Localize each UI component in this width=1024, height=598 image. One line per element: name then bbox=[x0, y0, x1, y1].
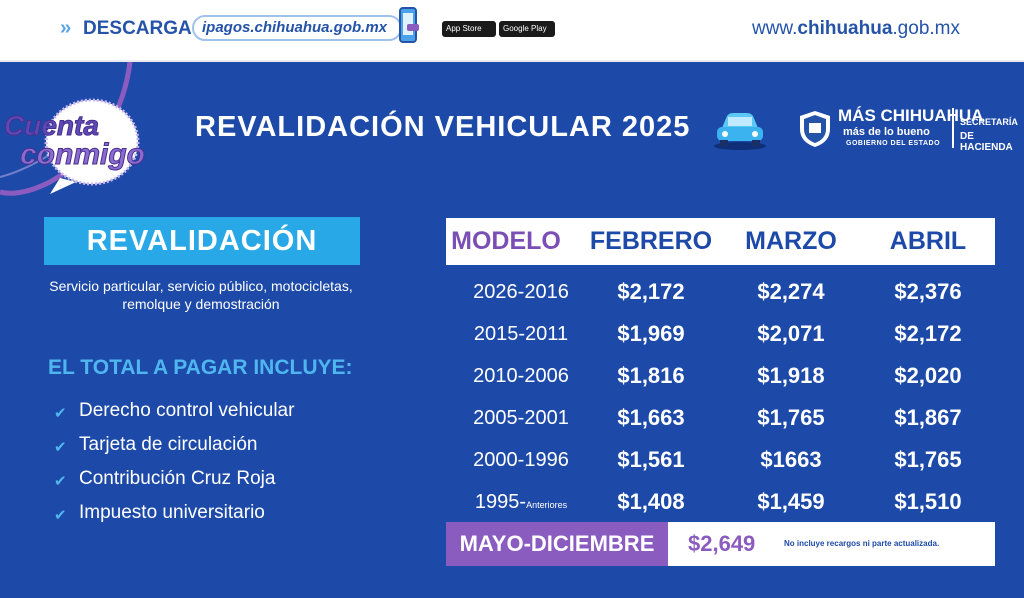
cell-abr: $1,867 bbox=[894, 405, 962, 430]
cell-abr: $1,765 bbox=[894, 447, 962, 472]
cell-model: 1995-Anteriores bbox=[446, 481, 596, 523]
brand-line-1: MÁS CHIHUAHUA bbox=[838, 106, 984, 125]
secretaria-line-1: SECRETARÍA bbox=[960, 117, 1018, 127]
cell-abr: $2,020 bbox=[894, 363, 962, 388]
logo-line-2: conmigo bbox=[20, 138, 146, 172]
logo-line-1: Cuenta bbox=[4, 110, 100, 142]
includes-title: EL TOTAL A PAGAR INCLUYE: bbox=[48, 356, 353, 379]
list-item-label: Impuesto universitario bbox=[79, 502, 265, 523]
logo-bubble bbox=[44, 98, 140, 194]
list-item-label: Tarjeta de circulación bbox=[79, 434, 258, 455]
mayo-label: MAYO-DICIEMBRE bbox=[446, 522, 668, 566]
app-store-badge[interactable]: App Store bbox=[442, 21, 496, 37]
page-title: REVALIDACIÓN VEHICULAR 2025 bbox=[195, 111, 691, 143]
car-icon bbox=[714, 113, 766, 150]
cell-model: 2010-2006 bbox=[473, 365, 569, 387]
table-row: 2026-2016 $2,172 $2,274 $2,376 bbox=[446, 271, 995, 313]
cell-feb: $1,561 bbox=[617, 447, 685, 472]
cell-mar: $1,459 bbox=[757, 489, 825, 514]
table-header: MODELO FEBRERO MARZO ABRIL bbox=[446, 218, 995, 265]
list-item-label: Derecho control vehicular bbox=[79, 400, 295, 421]
check-icon: ✔ bbox=[54, 405, 67, 422]
site-prefix: www. bbox=[751, 18, 798, 39]
top-bar: ›› DESCARGA ipagos.chihuahua.gob.mx App … bbox=[0, 0, 1024, 62]
cell-abr: $2,172 bbox=[894, 321, 962, 346]
check-icon: ✔ bbox=[54, 473, 67, 490]
cell-model: 2015-2011 bbox=[473, 323, 569, 345]
site-suffix: .gob.mx bbox=[892, 18, 960, 39]
download-url[interactable]: ipagos.chihuahua.gob.mx bbox=[192, 15, 402, 41]
cell-abr: $2,376 bbox=[894, 279, 962, 304]
double-chevron-icon: ›› bbox=[60, 17, 71, 39]
revalidacion-box: REVALIDACIÓN bbox=[44, 217, 360, 265]
site-bold: chihuahua bbox=[797, 18, 893, 39]
header-modelo: MODELO bbox=[451, 227, 561, 255]
mayo-price: $2,649 bbox=[688, 531, 756, 556]
header-abril: ABRIL bbox=[889, 227, 967, 255]
header-febrero: FEBRERO bbox=[589, 227, 713, 255]
cell-model: 2005-2001 bbox=[473, 407, 569, 429]
brand-line-3: GOBIERNO DEL ESTADO bbox=[846, 140, 941, 147]
cell-model-anteriores: Anteriores bbox=[526, 500, 568, 510]
cell-model: 2026-2016 bbox=[473, 281, 569, 303]
table-row: 1995-Anteriores $1,408 $1,459 $1,510 bbox=[446, 481, 995, 523]
cell-feb: $1,408 bbox=[617, 489, 685, 514]
cell-model: 2000-1996 bbox=[473, 449, 569, 471]
table-row: 2005-2001 $1,663 $1,765 $1,867 bbox=[446, 397, 995, 439]
secretaria-line-2: DE HACIENDA bbox=[960, 131, 1013, 153]
services-text: Servicio particular, servicio público, m… bbox=[49, 278, 353, 312]
cell-abr: $1,510 bbox=[894, 489, 962, 514]
cell-mar: $1,765 bbox=[757, 405, 825, 430]
cell-mar: $1663 bbox=[760, 447, 822, 472]
cell-feb: $1,816 bbox=[617, 363, 685, 388]
table-row: 2000-1996 $1,561 $1663 $1,765 bbox=[446, 439, 995, 481]
cell-mar: $2,071 bbox=[757, 321, 825, 346]
cell-feb: $2,172 bbox=[617, 279, 685, 304]
phone-icon bbox=[399, 7, 419, 43]
cell-feb: $1,969 bbox=[617, 321, 685, 346]
table-row: 2015-2011 $1,969 $2,071 $2,172 bbox=[446, 313, 995, 355]
mayo-diciembre-strip: MAYO-DICIEMBRE $2,649 No incluye recargo… bbox=[446, 522, 995, 566]
cell-mar: $2,274 bbox=[757, 279, 825, 304]
site-url[interactable]: www.chihuahua.gob.mx bbox=[752, 18, 960, 40]
google-play-badge[interactable]: Google Play bbox=[499, 21, 555, 37]
download-label: DESCARGA bbox=[83, 18, 192, 39]
brand-line-2: más de lo bueno bbox=[843, 126, 930, 138]
cuenta-conmigo-logo: Cuenta conmigo bbox=[0, 90, 175, 200]
cell-feb: $1,663 bbox=[617, 405, 685, 430]
cell-mar: $1,918 bbox=[757, 363, 825, 388]
check-icon: ✔ bbox=[54, 507, 67, 524]
state-shield-icon bbox=[800, 111, 830, 147]
brand-divider bbox=[952, 108, 954, 148]
check-icon: ✔ bbox=[54, 439, 67, 456]
header-marzo: MARZO bbox=[745, 227, 837, 255]
mayo-note: No incluye recargos ni parte actualizada… bbox=[784, 539, 940, 548]
table-row: 2010-2006 $1,816 $1,918 $2,020 bbox=[446, 355, 995, 397]
cell-model-year: 1995- bbox=[474, 491, 527, 513]
list-item-label: Contribución Cruz Roja bbox=[79, 468, 276, 489]
